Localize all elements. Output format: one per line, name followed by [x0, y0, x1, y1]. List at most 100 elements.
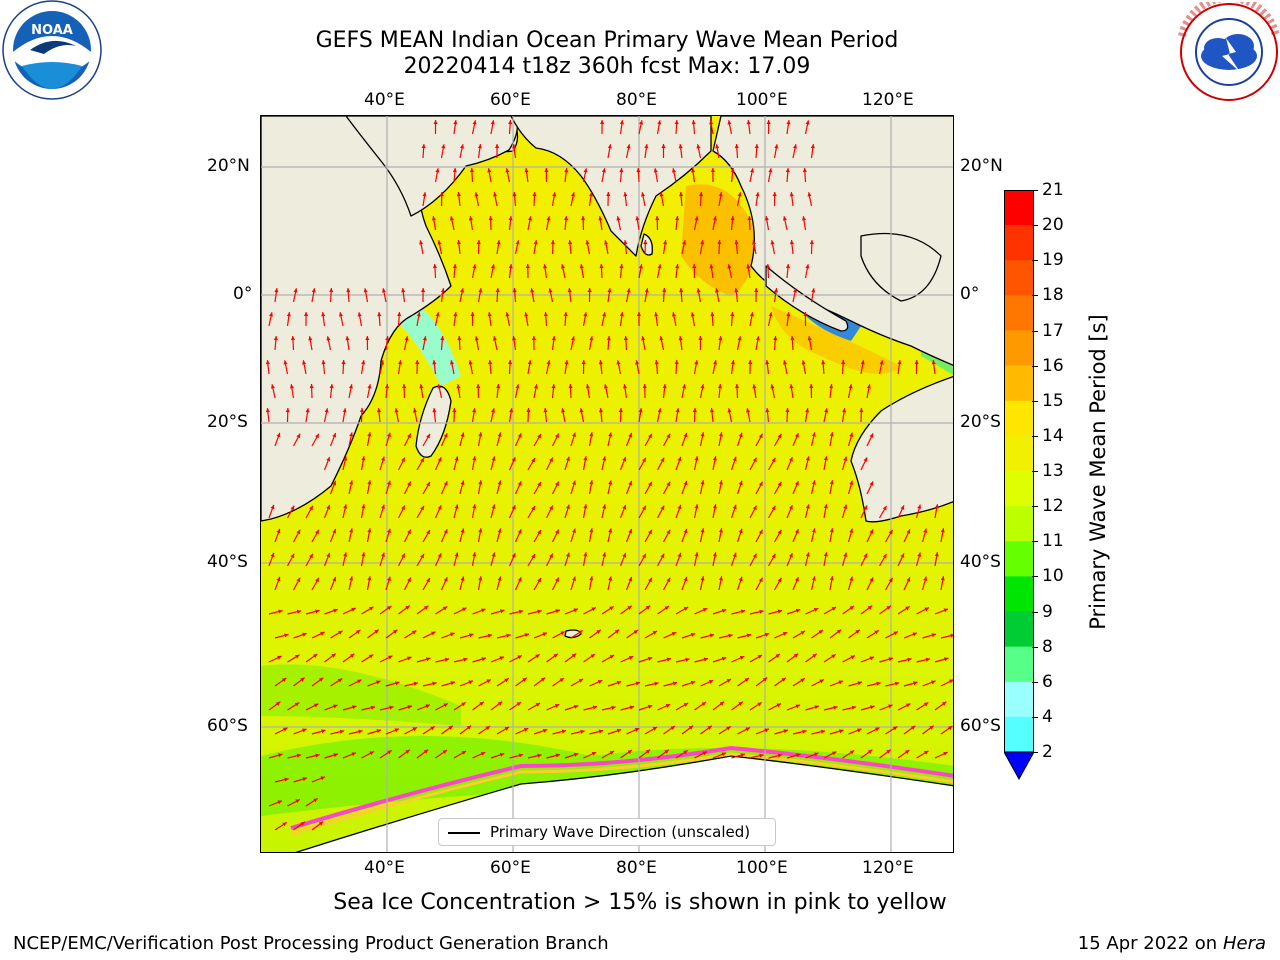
wave-direction-arrowhead [709, 633, 715, 638]
wave-direction-arrowhead [758, 481, 763, 487]
wave-direction-arrowhead [295, 799, 300, 804]
wave-direction-arrowhead [437, 384, 442, 389]
wave-direction-arrowhead [481, 657, 486, 662]
wave-direction-arrowhead [795, 608, 801, 613]
wave-direction-arrowhead [384, 384, 390, 389]
wave-direction-arrowhead [888, 657, 893, 662]
sea-ice-edge [290, 745, 953, 830]
colorbar-label: Primary Wave Mean Period [s] [1086, 314, 1110, 630]
wave-direction-arrowhead [284, 633, 289, 638]
wave-direction-arrowhead [517, 577, 522, 582]
colorbar-band [1004, 190, 1034, 226]
wave-direction-arrowhead [679, 192, 684, 197]
wave-direction-arrowhead [394, 728, 400, 733]
wave-direction-arrowhead [571, 432, 576, 438]
wave-direction-arrowhead [432, 264, 437, 269]
wave-direction-arrowhead [752, 240, 757, 245]
wave-direction-arrowhead [432, 681, 437, 686]
wave-direction-arrowhead [338, 630, 343, 635]
colorbar-tick-mark [1032, 506, 1038, 508]
wave-direction-arrowhead [607, 144, 612, 149]
wave-direction-arrowhead [795, 704, 801, 709]
wave-direction-arrowhead [506, 633, 511, 638]
wave-direction-arrowhead [805, 408, 810, 413]
wave-direction-arrowhead [480, 752, 486, 756]
wave-direction-arrowhead [740, 609, 746, 614]
colorbar-tick-label: 9 [1042, 601, 1053, 622]
wave-direction-arrowhead [407, 481, 411, 486]
colorbar-tick-mark [1032, 260, 1038, 262]
wave-direction-arrowhead [407, 656, 412, 661]
wave-direction-arrowhead [648, 433, 652, 439]
wave-direction-arrowhead [702, 608, 708, 612]
wave-direction-arrowhead [579, 264, 584, 269]
lat-label-left: 0° [233, 284, 253, 304]
colorbar [1004, 190, 1034, 780]
wave-direction-arrowhead [802, 168, 807, 173]
wave-direction-arrowhead [511, 553, 516, 558]
wave-direction-arrowhead [707, 725, 712, 730]
wave-direction-arrowhead [337, 678, 343, 683]
wave-direction-arrowhead [730, 168, 735, 173]
wave-direction-arrowhead [648, 529, 652, 535]
wave-direction-arrowhead [452, 264, 457, 269]
wave-direction-arrowhead [583, 552, 588, 557]
wave-direction-arrowhead [694, 360, 699, 365]
wave-direction-arrowhead [591, 607, 596, 612]
wave-direction-arrowhead [788, 553, 793, 558]
wave-direction-arrowhead [694, 504, 699, 509]
wave-direction-arrowhead [823, 504, 828, 509]
wave-direction-arrowhead [517, 655, 522, 660]
wave-direction-arrowhead [681, 384, 686, 389]
wave-direction-arrowhead [657, 408, 662, 413]
wave-direction-arrowhead [755, 336, 760, 341]
wave-direction-arrowhead [628, 528, 633, 534]
chart-title: GEFS MEAN Indian Ocean Primary Wave Mean… [315, 28, 899, 53]
wave-direction-arrowhead [622, 384, 627, 389]
wave-direction-arrowhead [460, 432, 465, 437]
wave-direction-arrowhead [948, 679, 953, 684]
wave-direction-arrowhead [349, 528, 354, 533]
wave-direction-arrowhead [571, 192, 576, 197]
wave-direction-arrowhead [420, 505, 424, 511]
colorbar-band [1004, 611, 1034, 648]
lat-label-left: 40°S [207, 552, 248, 572]
lat-label-left: 20°S [207, 412, 248, 432]
wave-direction-arrowhead [405, 605, 410, 610]
wave-direction-arrowhead [812, 653, 817, 658]
wave-direction-arrowhead [320, 776, 326, 781]
wave-direction-arrowhead [543, 312, 548, 317]
wave-direction-arrowhead [608, 480, 613, 485]
wave-direction-arrowhead [296, 433, 301, 439]
wave-direction-arrowhead [476, 240, 481, 245]
wave-direction-arrowhead [773, 336, 778, 341]
wave-direction-arrowhead [487, 312, 492, 317]
wave-direction-arrowhead [666, 657, 672, 662]
wave-direction-arrowhead [785, 168, 790, 173]
wave-direction-arrowhead [700, 480, 705, 485]
wave-direction-arrowhead [700, 432, 705, 437]
wave-direction-arrowhead [504, 678, 509, 683]
wave-direction-arrowhead [314, 703, 319, 708]
wave-direction-arrowhead [597, 680, 603, 684]
nws-logo-icon [1178, 2, 1280, 101]
footer-date: 15 Apr 2022 on Hera [1078, 933, 1266, 954]
wave-direction-arrowhead [359, 408, 364, 413]
wave-direction-arrowhead [387, 576, 391, 582]
wave-direction-arrowhead [349, 576, 354, 581]
wave-direction-arrowhead [619, 264, 624, 269]
wave-direction-arrowhead [413, 681, 419, 686]
wave-direction-arrowhead [285, 408, 290, 413]
colorbar-tick-mark [1032, 435, 1038, 437]
wave-direction-arrowhead [525, 264, 530, 269]
wave-direction-arrowhead [786, 120, 791, 125]
wave-direction-arrowhead [671, 632, 677, 636]
wave-direction-arrowhead [843, 504, 848, 509]
wave-direction-arrowhead [345, 336, 350, 341]
wave-direction-arrowhead [882, 505, 887, 511]
wave-direction-arrowhead [555, 753, 561, 758]
wave-direction-arrowhead [443, 529, 448, 534]
wave-direction-arrowhead [734, 240, 739, 245]
wave-direction-arrowhead [940, 528, 945, 533]
wave-direction-arrowhead [683, 702, 689, 707]
